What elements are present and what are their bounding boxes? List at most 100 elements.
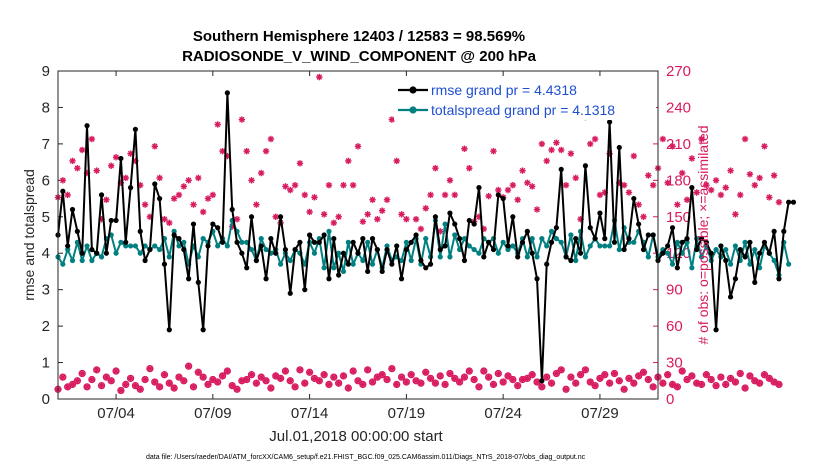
totalspread-point [698,254,705,260]
obs-assimilated-marker [630,152,638,160]
obs-assimilated-marker [374,216,381,223]
obs-assimilated-marker [645,172,652,179]
rmse-point [321,232,327,238]
obs-assimilated-marker [611,370,618,377]
rmse-point [636,221,642,227]
obs-assimilated-marker [751,377,758,384]
obs-assimilated-marker [427,191,434,199]
rmse-point [108,217,114,224]
rmse-point [505,243,511,249]
obs-assimilated-marker [175,373,183,381]
obs-assimilated-marker [509,376,517,383]
rmse-point [60,188,66,194]
y-tick-label: 7 [42,136,50,153]
obs-assimilated-marker [717,191,725,199]
obs-assimilated-marker [732,378,739,386]
totalspread-point [384,243,390,249]
obs-assimilated-marker [291,383,299,391]
obs-assimilated-marker [606,380,613,387]
rmse-point [336,272,342,278]
obs-assimilated-marker [567,373,575,381]
totalspread-point [336,250,342,256]
obs-assimilated-marker [548,380,555,387]
rmse-point [698,236,705,242]
rmse-point [650,232,656,238]
obs-assimilated-marker [132,382,139,389]
obs-assimilated-marker [625,375,633,382]
obs-assimilated-marker [199,208,207,216]
rmse-point [408,239,414,245]
obs-assimilated-marker [761,371,768,378]
totalspread-point [123,243,129,249]
obs-assimilated-marker [248,177,255,184]
obs-assimilated-marker [645,376,652,383]
rmse-point [708,250,714,256]
rmse-point [413,232,419,238]
obs-assimilated-marker [262,377,270,384]
obs-assimilated-marker [562,386,570,393]
obs-assimilated-marker [693,189,700,196]
obs-assimilated-marker [306,208,313,216]
rmse-point [403,246,409,253]
obs-assimilated-marker [678,367,686,375]
obs-assimilated-marker [417,380,425,387]
rmse-point [190,221,197,227]
obs-assimilated-marker [446,370,454,377]
obs-assimilated-marker [137,386,144,393]
obs-assimilated-marker [708,186,715,194]
obs-assimilated-marker [112,367,120,375]
obs-assimilated-marker [349,367,357,375]
obs-assimilated-marker [770,172,778,179]
rmse-point [127,185,134,191]
rmse-point [350,239,356,245]
obs-assimilated-marker [746,372,754,380]
obs-assimilated-marker [228,382,236,389]
rmse-point [689,185,695,191]
obs-assimilated-marker [306,369,313,376]
rmse-point [461,257,468,264]
rmse-point [277,214,284,220]
obs-assimilated-marker [553,139,560,146]
obs-assimilated-marker [572,380,579,387]
rmse-point [360,236,366,242]
rmse-point [248,214,255,220]
rmse-point [166,327,172,333]
obs-assimilated-marker [698,381,705,388]
obs-assimilated-marker [635,372,642,380]
totalspread-point [287,257,293,264]
obs-assimilated-marker [466,164,473,172]
rmse-point [65,243,71,249]
obs-assimilated-marker [330,219,338,227]
obs-assimilated-marker [74,164,81,172]
rmse-point [539,378,545,384]
rmse-point [447,210,453,216]
totalspread-point [60,261,66,267]
totalspread-point [558,239,564,245]
rmse-point [340,250,347,256]
obs-assimilated-marker [378,207,386,214]
totalspread-point [713,246,719,253]
obs-assimilated-marker [727,167,734,174]
x-tick-label: 07/09 [194,405,232,422]
totalspread-point [684,239,690,245]
y-right-tick-label: 60 [666,318,683,335]
rmse-point [776,276,782,282]
rmse-point [79,250,85,256]
totalspread-point [607,243,613,249]
legend-spread-marker [409,106,417,114]
obs-assimilated-marker [620,386,628,393]
obs-assimilated-marker [712,382,720,389]
legend-rmse-label: rmse grand pr = 4.4318 [431,82,577,98]
rmse-point [597,210,603,216]
obs-assimilated-marker [388,116,396,123]
obs-assimilated-marker [170,195,178,202]
rmse-point [611,239,618,245]
totalspread-point [258,236,264,242]
obs-assimilated-marker [238,116,246,123]
obs-assimilated-marker [674,201,681,208]
obs-assimilated-marker [166,219,173,227]
x-tick-label: 07/04 [97,405,135,422]
rmse-point [660,250,666,256]
totalspread-point [510,243,516,249]
